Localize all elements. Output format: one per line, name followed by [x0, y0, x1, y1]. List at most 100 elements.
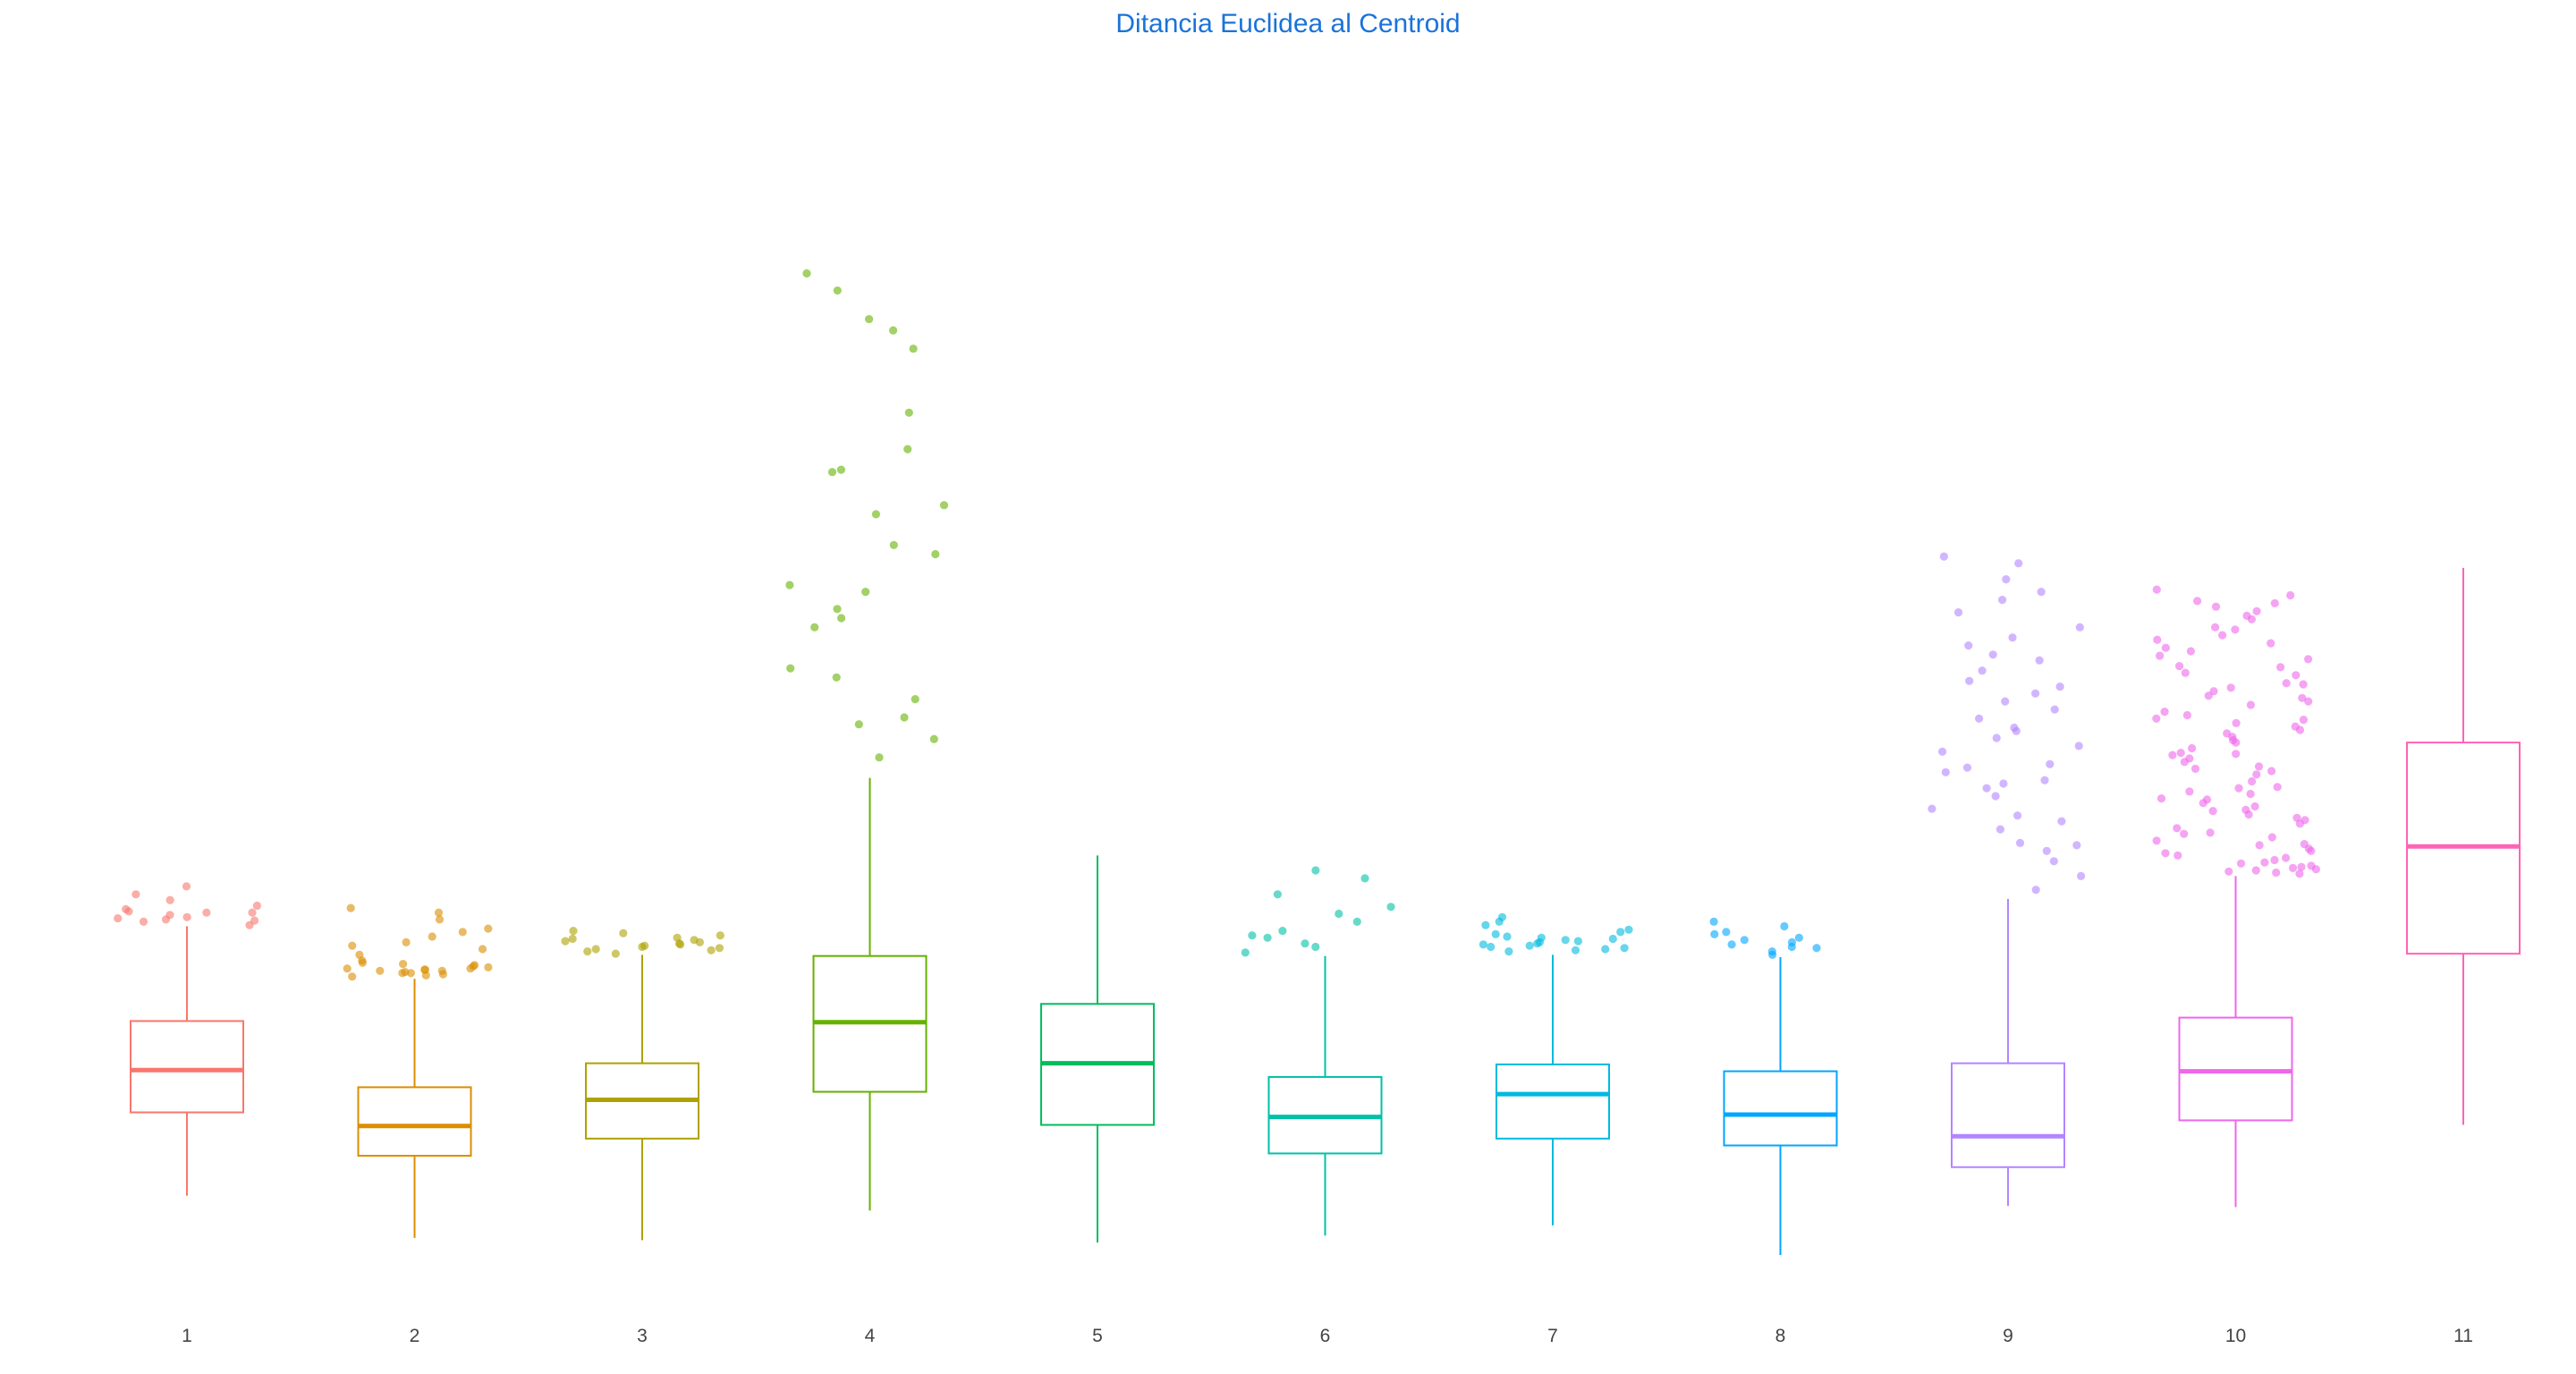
outlier-point — [2199, 799, 2207, 808]
x-tick-label: 4 — [865, 1326, 876, 1346]
outlier-point — [909, 344, 918, 353]
outlier-point — [2242, 611, 2251, 621]
outlier-point — [139, 917, 148, 926]
outlier-point — [2055, 683, 2064, 691]
outlier-point — [2001, 697, 2010, 706]
outlier-point — [458, 928, 467, 937]
outlier-point — [2152, 836, 2161, 845]
outlier-point — [1975, 714, 1984, 723]
x-tick-label: 8 — [1775, 1326, 1786, 1346]
outlier-point — [2276, 663, 2285, 672]
outlier-point — [1991, 792, 2000, 801]
outlier-point — [2211, 623, 2220, 632]
x-tick-label: 1 — [182, 1326, 192, 1346]
outlier-point — [939, 501, 949, 510]
outlier-point — [2248, 776, 2257, 786]
outlier-point — [2049, 857, 2058, 866]
outlier-point — [568, 934, 577, 944]
outlier-point — [929, 734, 938, 743]
outlier-point — [202, 908, 211, 917]
outlier-point — [1709, 917, 1718, 926]
outlier-point — [2267, 767, 2276, 776]
outlier-point — [2182, 710, 2191, 720]
outlier-point — [2161, 643, 2170, 652]
outlier-point — [1996, 825, 2004, 834]
outlier-point — [2282, 853, 2291, 862]
outlier-point — [1360, 874, 1369, 883]
outlier-point — [2251, 866, 2260, 875]
outlier-point — [904, 408, 913, 417]
outlier-point — [348, 972, 357, 981]
outlier-point — [420, 965, 429, 974]
outlier-point — [2174, 851, 2182, 861]
outlier-point — [569, 927, 578, 936]
outlier-point — [2232, 718, 2241, 728]
outlier-point — [2046, 759, 2055, 768]
outlier-point — [640, 941, 649, 950]
outlier-point — [1988, 650, 1997, 659]
outlier-point — [2250, 802, 2259, 811]
outlier-point — [1263, 933, 1272, 942]
outlier-point — [122, 904, 131, 914]
outlier-point — [131, 890, 140, 899]
outlier-point — [1241, 948, 1250, 957]
outlier-point — [343, 964, 352, 973]
outlier-point — [2074, 742, 2083, 751]
outlier-point — [1537, 933, 1546, 942]
outlier-point — [1335, 909, 1343, 919]
outlier-point — [2152, 585, 2161, 594]
outlier-point — [252, 901, 261, 911]
outlier-point — [871, 510, 881, 519]
outlier-point — [676, 940, 685, 949]
outlier-point — [2031, 689, 2040, 698]
outlier-point — [2272, 868, 2281, 878]
outlier-point — [833, 605, 842, 614]
outlier-point — [484, 924, 493, 933]
outlier-point — [2282, 679, 2291, 688]
outlier-point — [2232, 750, 2241, 759]
outlier-point — [376, 966, 385, 975]
outlier-point — [165, 895, 174, 904]
outlier-point — [2254, 762, 2264, 771]
outlier-point — [182, 882, 191, 891]
outlier-point — [715, 944, 724, 953]
outlier-point — [2299, 680, 2308, 689]
outlier-point — [2013, 811, 2022, 820]
outlier-point — [1601, 945, 1610, 954]
outlier-point — [2236, 859, 2246, 868]
outlier-point — [2008, 633, 2017, 642]
outlier-point — [2193, 597, 2202, 606]
outlier-point — [1573, 937, 1582, 946]
outlier-point — [1780, 921, 1789, 931]
outlier-point — [2152, 714, 2161, 723]
outlier-point — [1767, 947, 1776, 956]
x-tick-label: 7 — [1547, 1326, 1558, 1346]
outlier-point — [802, 269, 811, 278]
outlier-point — [1710, 929, 1719, 938]
outlier-point — [1248, 931, 1257, 940]
outlier-point — [1727, 940, 1736, 949]
outlier-point — [2161, 849, 2170, 858]
x-tick-label: 3 — [637, 1326, 648, 1346]
outlier-point — [2232, 738, 2241, 747]
outlier-point — [1608, 934, 1617, 944]
outlier-point — [402, 937, 411, 946]
outlier-point — [854, 720, 863, 729]
outlier-point — [1740, 936, 1749, 945]
outlier-point — [619, 929, 628, 937]
outlier-point — [2175, 662, 2184, 671]
outlier-point — [2185, 787, 2194, 796]
outlier-point — [561, 937, 570, 946]
outlier-point — [865, 315, 874, 324]
outlier-point — [1962, 763, 1972, 772]
box-iqr — [130, 1020, 244, 1114]
outlier-point — [1624, 925, 1633, 934]
outlier-point — [2252, 606, 2261, 615]
outlier-point — [889, 326, 898, 335]
x-tick-label: 10 — [2225, 1326, 2246, 1346]
outlier-point — [2173, 824, 2182, 833]
outlier-point — [1301, 939, 1309, 948]
outlier-point — [2072, 841, 2081, 850]
outlier-point — [1982, 784, 1991, 793]
outlier-point — [2292, 671, 2301, 680]
